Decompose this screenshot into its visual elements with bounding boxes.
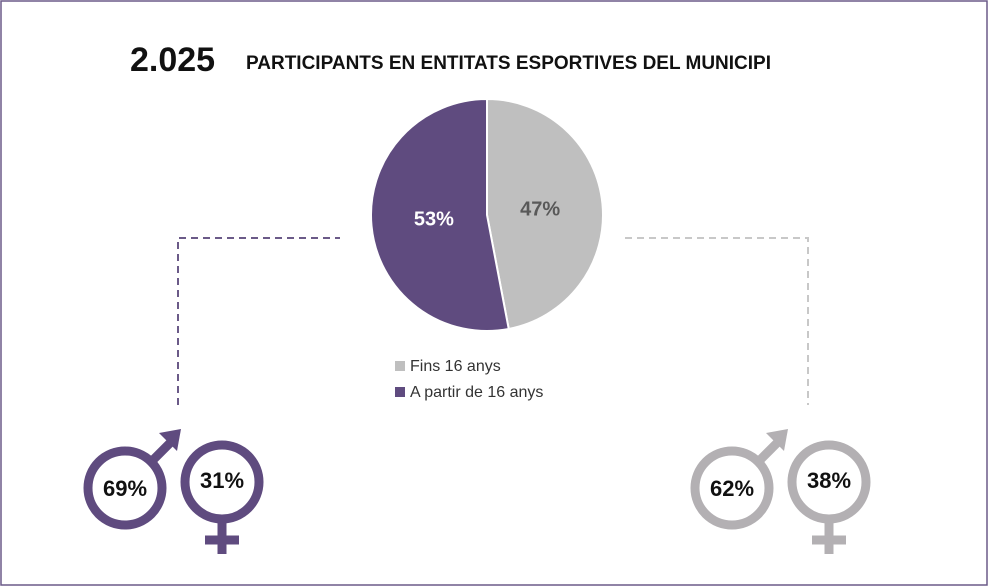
legend-label: Fins 16 anys bbox=[410, 358, 501, 375]
legend-label: A partir de 16 anys bbox=[410, 384, 543, 401]
total-number: 2.025 bbox=[130, 41, 215, 79]
male-value: 69% bbox=[103, 476, 147, 501]
slice-label: 53% bbox=[414, 208, 454, 230]
male-arrow bbox=[753, 437, 783, 467]
male-arrowhead bbox=[766, 429, 788, 451]
male-arrowhead bbox=[159, 429, 181, 451]
male-value: 62% bbox=[710, 476, 754, 501]
female-value: 38% bbox=[807, 468, 851, 493]
pie-slice bbox=[486, 97, 604, 331]
title: PARTICIPANTS EN ENTITATS ESPORTIVES DEL … bbox=[246, 53, 771, 74]
male-arrow bbox=[146, 437, 176, 467]
male-symbol bbox=[690, 446, 774, 530]
female-value: 31% bbox=[200, 468, 244, 493]
connector bbox=[625, 237, 809, 405]
legend-swatch bbox=[395, 387, 405, 397]
pie-slice bbox=[370, 97, 510, 332]
male-symbol bbox=[83, 446, 167, 530]
slice-label: 47% bbox=[520, 198, 560, 220]
legend-swatch bbox=[395, 361, 405, 371]
